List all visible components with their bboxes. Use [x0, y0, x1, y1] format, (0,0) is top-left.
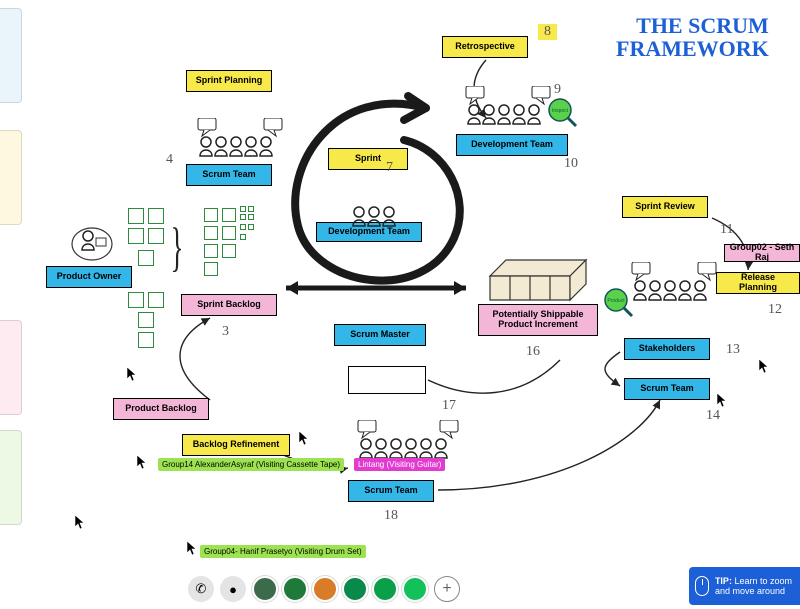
tip-bold: TIP:: [715, 576, 732, 586]
tip-banner[interactable]: TIP: Learn to zoom and move around: [689, 567, 800, 605]
annotation-number: 16: [526, 344, 540, 360]
backlog-card-icon: [128, 228, 144, 244]
backlog-card-icon: [240, 214, 246, 220]
backlog-card-icon: [204, 226, 218, 240]
annotation-number: 11: [720, 222, 733, 238]
tip-line2: and move around: [715, 586, 792, 596]
box-sprint[interactable]: Sprint: [328, 148, 408, 170]
backlog-card-icon: [128, 292, 144, 308]
backlog-card-icon: [204, 244, 218, 258]
record-icon[interactable]: ●: [220, 576, 246, 602]
annotation-number: 18: [384, 508, 398, 524]
box-scrum-master[interactable]: Scrum Master: [334, 324, 426, 346]
people-cluster-icon: [345, 188, 413, 234]
box-retrospective[interactable]: Retrospective: [442, 36, 528, 58]
magnifier-icon: Product: [604, 288, 634, 318]
backlog-card-icon: [222, 208, 236, 222]
backlog-card-icon: [204, 262, 218, 276]
tip-line1: Learn to zoom: [734, 576, 792, 586]
backlog-card-icon: [148, 292, 164, 308]
backlog-card-icon: [248, 214, 254, 220]
box-backlog-refinement[interactable]: Backlog Refinement: [182, 434, 290, 456]
box-scrum-team-1[interactable]: Scrum Team: [186, 164, 272, 186]
box-release-planning[interactable]: Release Planning: [716, 272, 800, 294]
box-dev-team-top[interactable]: Development Team: [456, 134, 568, 156]
participant-avatar[interactable]: [402, 576, 428, 602]
add-button[interactable]: +: [434, 576, 460, 602]
box-scrum-team-3[interactable]: Scrum Team: [624, 378, 710, 400]
annotation-number: 17: [442, 398, 456, 414]
cursor-icon: [126, 366, 138, 382]
cursor-icon: [716, 392, 728, 408]
side-card[interactable]: [0, 130, 22, 225]
annotation-number: 10: [564, 156, 578, 172]
cursor-icon: [186, 540, 198, 556]
annotation-number: 12: [768, 302, 782, 318]
user-tag-lintang[interactable]: Lintang (Visiting Guitar): [354, 458, 445, 471]
backlog-card-icon: [240, 206, 246, 212]
backlog-card-icon: [240, 224, 246, 230]
annotation-number: 13: [726, 342, 740, 358]
annotation-number: 3: [222, 324, 229, 340]
brace-icon: }: [170, 216, 183, 278]
phone-icon[interactable]: ✆: [188, 576, 214, 602]
product-owner-sketch-icon: [70, 224, 118, 262]
magnifier-icon: Inspect: [548, 98, 578, 128]
box-product-backlog[interactable]: Product Backlog: [113, 398, 209, 420]
box-group02[interactable]: Group02 - Seth Raj: [724, 244, 800, 262]
box-sprint-backlog[interactable]: Sprint Backlog: [181, 294, 277, 316]
box-scrum-team-2[interactable]: Scrum Team: [348, 480, 434, 502]
box-psi[interactable]: Potentially Shippable Product Increment: [478, 304, 598, 336]
cursor-icon: [136, 454, 148, 470]
cursor-icon: [74, 514, 86, 530]
annotation-number: 4: [166, 152, 173, 168]
backlog-card-icon: [128, 208, 144, 224]
participant-avatar[interactable]: [342, 576, 368, 602]
mouse-icon: [695, 576, 709, 596]
box-sprint-planning[interactable]: Sprint Planning: [186, 70, 272, 92]
hz-arrow: [276, 278, 476, 298]
people-cluster-icon: [626, 262, 726, 308]
backlog-card-icon: [148, 228, 164, 244]
product-owner-icon: [0, 0, 48, 38]
backlog-card-icon: [222, 244, 236, 258]
cursor-icon: [298, 430, 310, 446]
participant-avatar[interactable]: [282, 576, 308, 602]
user-tag-group04[interactable]: Group04- Hanif Prasetyo (Visiting Drum S…: [200, 545, 366, 558]
participant-avatar[interactable]: [312, 576, 338, 602]
box-sprint-review[interactable]: Sprint Review: [622, 196, 708, 218]
backlog-card-icon: [148, 208, 164, 224]
page-title: THE SCRUM FRAMEWORK: [616, 14, 769, 60]
box-product-owner[interactable]: Product Owner: [46, 266, 132, 288]
box-blank-box[interactable]: [348, 366, 426, 394]
backlog-card-icon: [248, 206, 254, 212]
backlog-card-icon: [204, 208, 218, 222]
backlog-card-icon: [222, 226, 236, 240]
backlog-card-icon: [248, 224, 254, 230]
backlog-card-icon: [138, 332, 154, 348]
side-card[interactable]: [0, 320, 22, 415]
user-tag-group14[interactable]: Group14 AlexanderAsyraf (Visiting Casset…: [158, 458, 344, 471]
people-cluster-icon: [460, 86, 560, 132]
backlog-card-icon: [138, 250, 154, 266]
people-cluster-icon: [192, 118, 292, 164]
cursor-icon: [758, 358, 770, 374]
svg-text:Product: Product: [607, 298, 625, 304]
annotation-number: 8: [538, 24, 557, 40]
svg-text:Inspect: Inspect: [552, 108, 569, 114]
annotation-number: 14: [706, 408, 720, 424]
box-stakeholders[interactable]: Stakeholders: [624, 338, 710, 360]
side-card[interactable]: [0, 430, 22, 525]
backlog-card-icon: [240, 234, 246, 240]
annotation-number: 7: [386, 160, 393, 176]
toolbar: ✆ ● +: [188, 573, 460, 605]
participant-avatar[interactable]: [252, 576, 278, 602]
participant-avatar[interactable]: [372, 576, 398, 602]
backlog-card-icon: [138, 312, 154, 328]
